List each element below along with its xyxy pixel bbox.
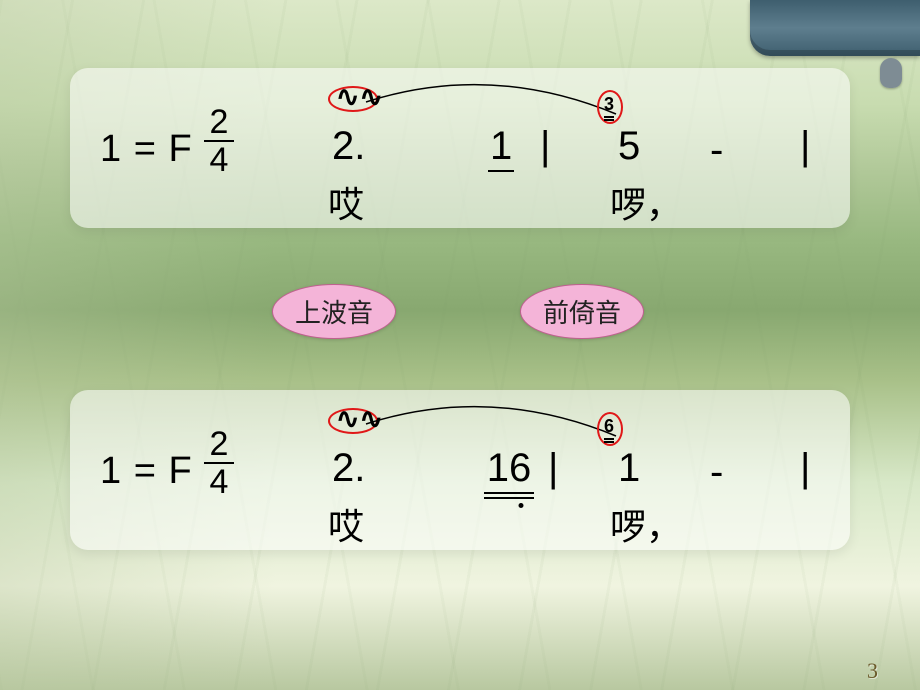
grace-note: 3: [604, 94, 614, 121]
label-mordent: 上波音: [272, 284, 396, 339]
note-value: 16: [487, 446, 532, 490]
eighth-underline: [488, 170, 514, 172]
note-1-eighth: 1: [490, 124, 512, 169]
roof-ornament: [750, 0, 920, 56]
page-number: 3: [867, 658, 878, 684]
notation-row-2: 1 = F 2 4 ∿∿ 2. 16 6 1 | - | 哎 啰，: [70, 390, 850, 550]
note-5: 5: [618, 124, 640, 169]
grace-underline: [604, 119, 614, 121]
time-signature: 2 4: [204, 106, 234, 176]
barline: |: [540, 124, 550, 169]
rest-dash: -: [710, 450, 723, 495]
barline: |: [548, 446, 558, 491]
label-appoggiatura: 前倚音: [520, 284, 644, 339]
note-value: 1: [490, 124, 512, 168]
low-octave-dot: [518, 503, 523, 508]
sixteenth-underline-2: [484, 497, 534, 499]
grace-underline: [604, 116, 614, 118]
lyric-luo: 啰，: [610, 176, 682, 228]
notation-row-1: 1 = F 2 4 ∿∿ 2. 1 3 5 | - | 哎 啰，: [70, 68, 850, 228]
time-sig-num: 2: [204, 428, 234, 460]
grace-value: 6: [604, 416, 614, 437]
mordent-icon: ∿∿: [336, 402, 383, 436]
notation-panel-2: 1 = F 2 4 ∿∿ 2. 16 6 1 | - | 哎 啰，: [70, 390, 850, 550]
grace-underline: [604, 438, 614, 440]
notation-panel-1: 1 = F 2 4 ∿∿ 2. 1 3 5 | - | 哎 啰，: [70, 68, 850, 228]
key-signature: 1 = F: [100, 128, 193, 171]
note-2-dotted: 2.: [332, 446, 365, 491]
rest-dash: -: [710, 128, 723, 173]
lyric-ai: 哎: [328, 176, 364, 228]
note-2-dotted: 2.: [332, 124, 365, 169]
grace-value: 3: [604, 94, 614, 115]
time-sig-den: 4: [204, 144, 234, 176]
lyric-luo: 啰，: [610, 498, 682, 550]
key-signature: 1 = F: [100, 450, 193, 493]
grace-underline: [604, 441, 614, 443]
sixteenth-underline-1: [484, 492, 534, 494]
mordent-icon: ∿∿: [336, 80, 383, 114]
lyric-ai: 哎: [328, 498, 364, 550]
barline: |: [800, 446, 810, 491]
time-signature: 2 4: [204, 428, 234, 498]
barline: |: [800, 124, 810, 169]
note-16-sixteenth: 16: [486, 446, 532, 491]
time-sig-den: 4: [204, 466, 234, 498]
note-1: 1: [618, 446, 640, 491]
time-sig-num: 2: [204, 106, 234, 138]
grace-note: 6: [604, 416, 614, 443]
